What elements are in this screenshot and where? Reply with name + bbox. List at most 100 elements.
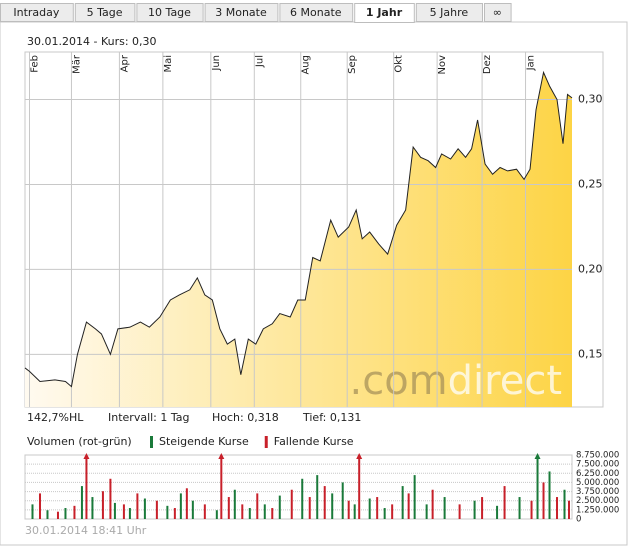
y-tick-label: 7.500.000 bbox=[576, 460, 619, 470]
x-tick-label: Sep bbox=[347, 55, 358, 74]
volume-bar bbox=[191, 500, 194, 519]
tab[interactable]: 5 Jahre bbox=[415, 3, 483, 22]
volume-bar bbox=[101, 491, 104, 519]
tab[interactable]: Intraday bbox=[0, 3, 74, 22]
volume-bar bbox=[542, 482, 545, 519]
volume-bar bbox=[31, 504, 34, 519]
watermark-part: .com bbox=[349, 358, 447, 404]
price-area bbox=[25, 72, 572, 407]
y-tick-label: 2.500.000 bbox=[576, 496, 619, 506]
volume-bar bbox=[568, 500, 571, 519]
x-tick-label: Feb bbox=[29, 55, 40, 73]
volume-bar bbox=[530, 500, 533, 519]
legend-label: Steigende Kurse bbox=[159, 435, 249, 448]
volume-bar bbox=[401, 486, 404, 519]
volume-bar bbox=[113, 502, 116, 519]
volume-bar bbox=[413, 475, 416, 519]
volume-bar bbox=[109, 478, 112, 519]
volume-bar bbox=[128, 508, 131, 519]
tab-box bbox=[204, 3, 279, 22]
volume-bar bbox=[166, 505, 169, 519]
volume-bar bbox=[248, 508, 251, 519]
footer: 30.01.2014 18:41 Uhr bbox=[25, 524, 147, 537]
volume-bar bbox=[548, 471, 551, 519]
volume-bar bbox=[263, 504, 266, 519]
volume-bar bbox=[80, 486, 83, 519]
volume-bar bbox=[425, 504, 428, 519]
volume-bar bbox=[46, 510, 49, 519]
volume-bar bbox=[185, 488, 188, 519]
x-tick-label: Aug bbox=[301, 55, 312, 75]
volume-bar bbox=[308, 497, 311, 519]
tab-label: Intraday bbox=[13, 6, 60, 19]
volume-bars bbox=[31, 455, 571, 519]
tab-label: 5 Tage bbox=[87, 6, 123, 19]
y-tick-label: 0,15 bbox=[578, 347, 603, 360]
overflow-arrow bbox=[534, 453, 541, 459]
volume-bar bbox=[227, 497, 230, 519]
stat: Intervall: 1 Tag bbox=[108, 411, 190, 424]
volume-bar bbox=[220, 455, 223, 519]
tab[interactable]: 3 Monate bbox=[204, 3, 279, 22]
volume-bar bbox=[155, 500, 158, 519]
volume-bar bbox=[358, 455, 361, 519]
tab-box bbox=[0, 3, 74, 22]
tab[interactable]: ∞ bbox=[484, 3, 512, 22]
y-tick-label: 0,20 bbox=[578, 262, 603, 275]
volume-bar bbox=[85, 455, 88, 519]
volume-bar bbox=[56, 511, 59, 519]
tab-box bbox=[415, 3, 483, 22]
volume-bar bbox=[215, 510, 218, 519]
volume-bar bbox=[518, 497, 521, 519]
volume-bar bbox=[407, 493, 410, 519]
legend-swatch bbox=[150, 436, 153, 448]
volume-bar bbox=[383, 508, 386, 519]
stat: Tief: 0,131 bbox=[302, 411, 361, 424]
tab-box bbox=[136, 3, 204, 22]
price-line bbox=[24, 70, 573, 388]
volume-bar bbox=[143, 498, 146, 519]
volume-bar bbox=[563, 489, 566, 519]
y-tick-label: 0 bbox=[576, 515, 581, 525]
tab-label: ∞ bbox=[493, 6, 502, 19]
tab-label: 1 Jahr bbox=[366, 6, 403, 19]
header: 30.01.2014 - Kurs: 0,30 bbox=[27, 35, 157, 48]
tab-label: 5 Jahre bbox=[430, 6, 469, 19]
watermark-part: direct bbox=[448, 358, 562, 404]
overflow-arrow bbox=[83, 453, 90, 459]
volume-bar bbox=[233, 489, 236, 519]
volume-bar bbox=[458, 504, 461, 519]
tab[interactable]: 10 Tage bbox=[136, 3, 204, 22]
volume-bar bbox=[473, 500, 476, 519]
volume-bar bbox=[241, 504, 244, 519]
volume-bar bbox=[256, 493, 259, 519]
tab[interactable]: 1 Jahr bbox=[354, 3, 415, 23]
volume-bar bbox=[443, 497, 446, 519]
tab[interactable]: 5 Tage bbox=[74, 3, 136, 22]
volume-bar bbox=[368, 498, 371, 519]
x-tick-label: Okt bbox=[394, 55, 405, 73]
volume-bar bbox=[122, 504, 125, 519]
volume-bar bbox=[173, 508, 176, 519]
volume-bar bbox=[136, 493, 139, 519]
y-tick-label: 0,30 bbox=[578, 93, 603, 106]
volume-title: Volumen (rot-grün) bbox=[27, 435, 132, 448]
volume-bar bbox=[290, 489, 293, 519]
tab-box bbox=[74, 3, 136, 22]
tab-box bbox=[354, 3, 415, 23]
volume-bar bbox=[536, 455, 539, 519]
tab-label: 6 Monate bbox=[290, 6, 342, 19]
tab-box bbox=[484, 3, 512, 22]
volume-bar bbox=[73, 505, 76, 519]
legend-label: Fallende Kurse bbox=[274, 435, 354, 448]
tab[interactable]: 6 Monate bbox=[279, 3, 354, 22]
volume-bar bbox=[301, 478, 304, 519]
volume-bar bbox=[341, 482, 344, 519]
volume-bar bbox=[481, 497, 484, 519]
volume-bar bbox=[64, 508, 67, 519]
volume-bar bbox=[203, 504, 206, 519]
tab-box bbox=[279, 3, 354, 22]
x-tick-label: Jun bbox=[211, 55, 222, 72]
